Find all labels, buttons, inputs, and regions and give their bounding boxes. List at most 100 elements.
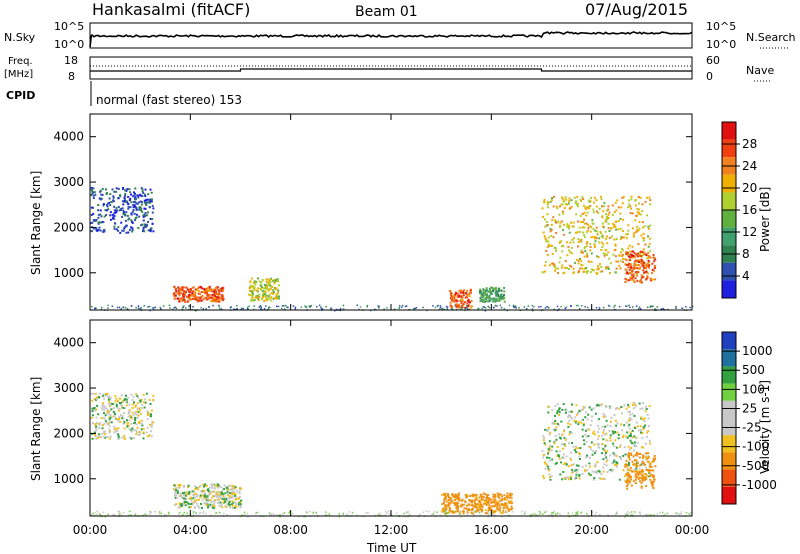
echo-cell: [634, 474, 637, 477]
echo-cell: [581, 267, 584, 270]
echo-cell: [506, 502, 508, 505]
echo-cell: [617, 437, 620, 440]
echo-cell: [125, 231, 128, 234]
echo-cell: [689, 306, 691, 309]
echo-cell: [207, 290, 210, 292]
echo-cell: [566, 203, 569, 206]
echo-cell: [555, 513, 557, 515]
echo-cell: [558, 455, 561, 458]
echo-cell: [488, 499, 491, 502]
echo-cell: [282, 305, 285, 307]
echo-cell: [635, 462, 638, 465]
freq-tick-bottom: 8: [68, 70, 75, 83]
echo-cell: [542, 439, 545, 442]
echo-cell: [557, 512, 559, 514]
echo-cell: [635, 214, 638, 217]
echo-cell: [581, 408, 584, 411]
echo-cell: [92, 194, 95, 197]
echo-cell: [175, 503, 178, 506]
echo-cell: [552, 422, 554, 425]
echo-cell: [645, 458, 648, 461]
echo-cell: [647, 259, 650, 262]
echo-cell: [141, 188, 144, 191]
echo-cell: [620, 206, 623, 209]
echo-cell: [564, 307, 567, 310]
echo-cell: [466, 307, 468, 309]
echo-cell: [135, 213, 138, 216]
echo-cell: [632, 273, 635, 276]
echo-cell: [113, 428, 116, 431]
echo-cell: [280, 513, 282, 516]
echo-cell: [557, 453, 560, 456]
echo-cell: [548, 264, 551, 267]
echo-cell: [182, 296, 185, 299]
echo-cell: [605, 267, 608, 270]
echo-cell: [365, 512, 367, 514]
echo-cell: [646, 272, 649, 275]
echo-cell: [571, 238, 574, 241]
echo-cell: [503, 300, 506, 303]
echo-cell: [609, 469, 612, 471]
echo-cell: [131, 230, 134, 233]
echo-cell: [230, 496, 232, 499]
echo-cell: [112, 196, 115, 199]
echo-cell: [219, 296, 222, 299]
echo-cell: [542, 454, 545, 456]
echo-cell: [487, 300, 490, 303]
echo-cell: [181, 299, 184, 302]
echo-cell: [148, 398, 151, 401]
echo-cell: [146, 414, 149, 416]
echo-cell: [608, 236, 611, 239]
echo-cell: [637, 477, 640, 480]
echo-cell: [503, 497, 506, 500]
echo-cell: [146, 426, 149, 429]
echo-cell: [607, 267, 610, 270]
echo-cell: [445, 512, 448, 514]
echo-cell: [601, 270, 604, 273]
echo-cell: [485, 504, 488, 506]
echo-cell: [211, 483, 214, 486]
echo-cell: [183, 491, 186, 494]
echo-cell: [217, 298, 220, 301]
echo-cell: [627, 405, 630, 408]
echo-cell: [106, 204, 108, 207]
echo-cell: [441, 307, 443, 310]
echo-cell: [377, 305, 379, 307]
echo-cell: [212, 495, 215, 497]
echo-cell: [367, 512, 369, 514]
echo-cell: [542, 475, 545, 478]
echo-cell: [491, 290, 494, 292]
echo-cell: [594, 513, 596, 515]
echo-cell: [645, 196, 648, 199]
echo-cell: [544, 307, 547, 309]
echo-cell: [569, 251, 572, 254]
echo-cell: [689, 512, 692, 514]
echo-cell: [108, 416, 111, 419]
echo-cell: [219, 491, 222, 494]
echo-cell: [264, 293, 266, 296]
echo-cell: [247, 306, 249, 308]
echo-cell: [675, 307, 677, 309]
echo-cell: [574, 447, 577, 450]
echo-cell: [575, 513, 577, 516]
echo-cell: [149, 430, 152, 433]
echo-cell: [441, 494, 444, 496]
echo-cell: [571, 403, 573, 406]
echo-cell: [606, 265, 609, 268]
echo-cell: [642, 455, 645, 457]
echo-cell: [560, 240, 563, 243]
echo-cell: [630, 207, 633, 210]
echo-cell: [91, 399, 94, 402]
echo-cell: [459, 510, 461, 513]
echo-cell: [608, 257, 611, 260]
echo-cell: [594, 237, 596, 240]
echo-cell: [627, 425, 630, 428]
echo-cell: [213, 487, 216, 490]
echo-cell: [135, 208, 138, 211]
echo-cell: [499, 295, 502, 298]
echo-cell: [604, 425, 607, 428]
echo-cell: [488, 508, 491, 511]
echo-cell: [564, 444, 567, 447]
y-tick-label: 1000: [53, 472, 84, 486]
echo-cell: [542, 477, 545, 480]
